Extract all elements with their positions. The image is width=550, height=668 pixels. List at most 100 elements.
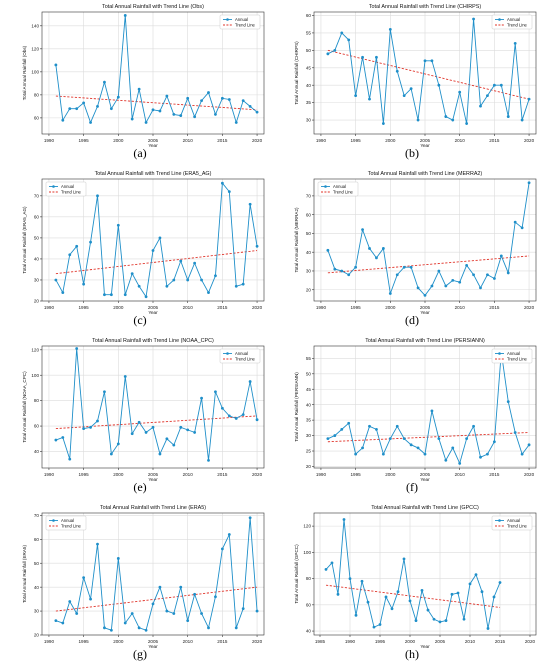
y-tick-label: 60 (306, 602, 312, 607)
data-point (214, 113, 217, 116)
data-point (340, 31, 344, 35)
data-point (437, 83, 441, 87)
y-tick-label: 50 (306, 48, 312, 53)
plot-frame (313, 178, 537, 302)
x-tick-label: 2020 (252, 305, 263, 310)
data-point (444, 284, 448, 288)
legend-marker-annual (324, 185, 327, 188)
data-point (378, 623, 382, 626)
data-point (255, 110, 259, 114)
x-tick-label: 2020 (524, 472, 535, 477)
data-point (409, 87, 413, 91)
trend-line (327, 255, 530, 274)
data-point (130, 432, 134, 436)
y-tick-label: 120 (303, 524, 311, 529)
data-point (432, 617, 436, 621)
legend-label-annual: Annual (61, 184, 74, 189)
chart-noaa-cpc: 1990 1995 2000 2005 2010 2015 2020 40 60 80 100 120… (22, 338, 265, 482)
x-tick-label: 1995 (375, 639, 386, 644)
data-point (137, 626, 141, 630)
data-point (348, 577, 352, 580)
data-point (241, 607, 245, 611)
data-point (423, 59, 427, 63)
y-tick-label: 70 (34, 513, 40, 518)
trend-line (327, 432, 530, 443)
data-point (423, 293, 427, 297)
data-point (186, 278, 190, 282)
chart-title: Total Annual Rainfall with Trend Line (M… (368, 171, 483, 177)
x-tick-label: 2015 (217, 639, 228, 644)
data-point (492, 595, 496, 599)
data-point (227, 414, 231, 418)
data-point (165, 284, 169, 288)
data-point (116, 95, 120, 99)
panel-b: 1990 1995 2000 2005 2010 2015 2020 30 35 40 45 50 55… (280, 0, 544, 165)
data-point (241, 413, 245, 417)
y-tick-label: 20 (34, 633, 40, 638)
x-axis-label: Year (148, 644, 158, 649)
data-point (103, 626, 106, 630)
x-tick-label: 2005 (148, 639, 159, 644)
x-tick-label: 1990 (44, 472, 55, 477)
y-tick-label: 80 (34, 92, 40, 97)
data-point (492, 440, 496, 444)
y-tick-label: 80 (34, 398, 40, 403)
data-point (420, 588, 424, 592)
data-point (172, 113, 176, 116)
chart-merra2: 1990 1995 2000 2005 2010 2015 2020203040506070… (294, 171, 537, 315)
data-point (426, 608, 430, 612)
data-point (423, 452, 427, 456)
legend-label-annual: Annual (61, 518, 74, 523)
data-point (414, 619, 418, 622)
y-axis-label: Total Annual Rainfall (NOAA_CPC) (22, 371, 27, 443)
data-point (220, 547, 224, 551)
chart-gpcc: 1985 1990 1995 2000 2005 2010 2015 2020 40 60 80 10… (294, 505, 537, 649)
data-point (402, 94, 406, 98)
y-tick-label: 40 (306, 83, 312, 88)
y-tick-label: 60 (34, 537, 40, 542)
data-point (144, 121, 148, 124)
data-point (214, 595, 217, 599)
x-tick-label: 1990 (44, 305, 55, 310)
legend-box (491, 515, 533, 531)
x-tick-label: 2005 (148, 305, 159, 310)
data-point (474, 573, 478, 577)
legend-label-annual: Annual (235, 17, 248, 22)
x-tick-label: 1995 (351, 305, 362, 310)
data-point (186, 428, 190, 432)
data-point (234, 121, 238, 124)
plot-area (314, 513, 536, 635)
legend-box (317, 181, 359, 197)
x-tick-label: 2010 (465, 639, 476, 644)
data-point (451, 278, 455, 282)
x-axis-label: Year (148, 477, 158, 482)
x-tick-label: 2010 (183, 305, 194, 310)
data-point (368, 247, 371, 250)
plot-frame (41, 178, 265, 302)
x-tick-label: 1990 (44, 639, 55, 644)
data-point (333, 267, 337, 271)
y-tick-label: 40 (306, 629, 312, 634)
x-tick-label: 2000 (113, 305, 124, 310)
caption-c: (c) (133, 313, 147, 327)
y-tick-label: 60 (34, 214, 40, 219)
data-point (186, 619, 190, 623)
data-point (54, 438, 58, 442)
data-point (220, 181, 224, 185)
data-point (354, 94, 358, 98)
data-point (388, 28, 392, 31)
data-point (340, 269, 344, 273)
data-point (342, 518, 346, 521)
x-tick-label: 2000 (385, 138, 396, 143)
data-point (227, 98, 231, 101)
legend-label-trend: Trend Line (507, 357, 528, 362)
data-point (409, 443, 413, 447)
y-axis-label: Total Annual Rainfall (Obs) (22, 45, 27, 100)
data-point (326, 52, 330, 56)
data-point (430, 59, 434, 63)
data-point (151, 602, 155, 606)
data-point (388, 437, 392, 441)
y-tick-label: 35 (306, 418, 312, 423)
y-tick-label: 35 (306, 100, 312, 105)
